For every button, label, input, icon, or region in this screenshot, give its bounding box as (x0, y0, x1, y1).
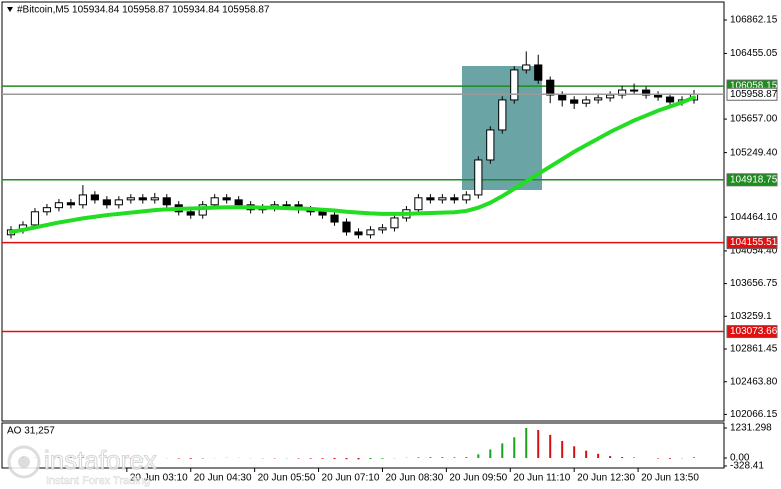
candle-body (582, 99, 591, 104)
main-frame (1, 1, 725, 422)
y-tick-label: 105657.00 (730, 114, 778, 125)
level-label: 103073.66 (730, 326, 778, 337)
x-tick-label: 20 Jun 03:10 (130, 473, 188, 484)
level-label: 105958.87 (730, 89, 778, 100)
candle-body (498, 99, 507, 131)
candle-body (54, 202, 64, 209)
candle-body (438, 197, 447, 201)
level-label: 104155.51 (730, 237, 778, 248)
y-tick-label: 103656.75 (730, 278, 778, 289)
candle-body (426, 197, 435, 201)
candle-body (150, 197, 159, 201)
candle-body (522, 64, 531, 71)
ao-frame (1, 422, 725, 469)
x-tick-label: 20 Jun 05:50 (258, 473, 316, 484)
y-tick-label: 102066.15 (730, 409, 778, 420)
candle-body (390, 217, 399, 229)
ao-tick-label: -328.41 (730, 461, 764, 472)
y-tick-label: 106455.05 (730, 48, 778, 59)
candle-body (330, 214, 339, 223)
y-tick-label: 104464.10 (730, 212, 778, 223)
menu-arrow (7, 7, 13, 12)
y-tick-label: 103259.1 (730, 311, 772, 322)
candle-body (282, 204, 291, 207)
candle-body (30, 211, 40, 226)
candle-body (90, 194, 99, 201)
candle-body (114, 199, 123, 206)
candle-body (450, 197, 459, 201)
candle-body (366, 229, 375, 236)
candle-body (665, 96, 675, 103)
candle-body (653, 94, 663, 98)
candle-body (510, 69, 519, 101)
y-tick-label: 102861.45 (730, 344, 778, 355)
candle-body (234, 199, 243, 206)
level-label-box (726, 173, 778, 187)
x-tick-label: 20 Jun 12:30 (577, 473, 635, 484)
level-label-box (726, 325, 778, 339)
ao-title: AO 31,257 (7, 426, 55, 437)
moving-average (8, 95, 697, 234)
chart-title: #Bitcoin,M5 105934.84 105958.87 105934.8… (17, 5, 270, 16)
x-tick-label: 20 Jun 08:30 (385, 473, 443, 484)
candle-body (210, 197, 219, 206)
candle-body (570, 99, 579, 104)
candle-body (594, 97, 603, 101)
x-tick-label: 20 Jun 09:50 (449, 473, 507, 484)
level-label: 104918.75 (730, 174, 778, 185)
candle-body (414, 197, 423, 211)
candle-body (486, 129, 495, 161)
candle-body (558, 94, 567, 101)
watermark-brand: instaforex (44, 445, 157, 475)
candle-body (126, 197, 135, 201)
candle-body (186, 211, 195, 216)
x-tick-label: 20 Jun 04:30 (194, 473, 252, 484)
candle-body (630, 89, 639, 92)
candle-body (606, 94, 615, 99)
ao-tick-label: 1231.298 (730, 423, 772, 434)
level-label: 106058.15 (730, 81, 778, 92)
candle-body (162, 197, 171, 206)
candle-body (138, 197, 147, 201)
ao-tick-label: 0.00 (730, 453, 750, 464)
y-tick-label: 106862.15 (730, 15, 778, 26)
candle-body (78, 194, 87, 206)
candle-body (222, 197, 231, 201)
candle-body (318, 211, 327, 216)
candle-body (354, 231, 363, 236)
candle-body (474, 159, 483, 196)
y-tick-label: 102463.80 (730, 376, 778, 387)
candle-body (102, 199, 111, 206)
y-tick-label: 104054.40 (730, 246, 778, 257)
candle-body (534, 64, 543, 81)
watermark-tagline: Instant Forex Trading (46, 475, 150, 487)
x-tick-label: 20 Jun 07:10 (322, 473, 380, 484)
candle-body (462, 194, 471, 201)
x-tick-label: 20 Jun 13:50 (641, 473, 699, 484)
candle-body (42, 207, 52, 213)
watermark: instaforex Instant Forex Trading (7, 444, 157, 487)
level-label-box (726, 236, 778, 250)
y-tick-label: 105249.40 (730, 147, 778, 158)
candle-body (378, 227, 387, 231)
candle-body (342, 221, 351, 233)
level-label-box (726, 87, 778, 101)
candle-body (546, 79, 555, 96)
watermark-logo-core (18, 456, 30, 468)
x-tick-label: 20 Jun 11:10 (513, 473, 571, 484)
candle-body (66, 202, 76, 206)
